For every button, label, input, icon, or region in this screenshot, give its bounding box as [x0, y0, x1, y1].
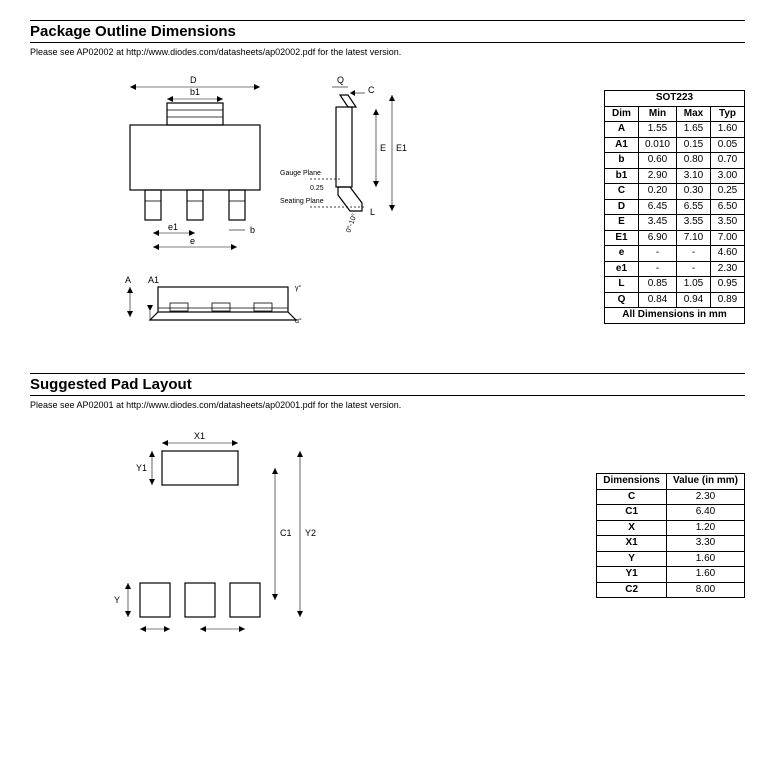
- svg-text:α°: α°: [295, 317, 302, 325]
- svg-text:X1: X1: [194, 431, 205, 441]
- table-row: C2.30: [597, 489, 745, 505]
- svg-text:e: e: [190, 236, 195, 246]
- table-row: A1.551.651.60: [604, 122, 744, 138]
- table-row: Y11.60: [597, 567, 745, 583]
- svg-text:0°-10°: 0°-10°: [344, 212, 358, 233]
- svg-text:b1: b1: [190, 87, 200, 97]
- svg-text:Seating Plane: Seating Plane: [280, 198, 324, 205]
- section1-note: Please see AP02002 at http://www.diodes.…: [30, 47, 745, 57]
- svg-text:Gauge Plane: Gauge Plane: [280, 170, 321, 177]
- svg-text:Y: Y: [114, 595, 120, 605]
- table-row: D6.456.556.50: [604, 199, 744, 215]
- table-row: b12.903.103.00: [604, 168, 744, 184]
- table-row: X1.20: [597, 520, 745, 536]
- section2-content: X1 Y1 C1: [30, 418, 745, 633]
- svg-text:E: E: [380, 143, 386, 153]
- pad-colhead: Dimensions Value (in mm): [597, 474, 745, 490]
- sot223-header: SOT223: [604, 91, 744, 107]
- table-row: e--4.60: [604, 246, 744, 262]
- table-row: b0.600.800.70: [604, 153, 744, 169]
- table-row: E16.907.107.00: [604, 230, 744, 246]
- svg-text:A: A: [125, 275, 131, 285]
- svg-text:E1: E1: [396, 143, 407, 153]
- svg-text:Q: Q: [337, 75, 344, 85]
- svg-text:C: C: [368, 85, 375, 95]
- sot223-colhead: Dim Min Max Typ: [604, 106, 744, 122]
- table-row: e1--2.30: [604, 261, 744, 277]
- table-row: A10.0100.150.05: [604, 137, 744, 153]
- pad-table-wrap: Dimensions Value (in mm) C2.30C16.40X1.2…: [596, 473, 745, 598]
- section1-content: D b1: [30, 65, 745, 335]
- svg-text:A1: A1: [148, 275, 159, 285]
- svg-text:D: D: [190, 75, 197, 85]
- table-row: C0.200.300.25: [604, 184, 744, 200]
- table-row: E3.453.553.50: [604, 215, 744, 231]
- svg-text:Y2: Y2: [305, 528, 316, 538]
- table-row: Y1.60: [597, 551, 745, 567]
- table-row: C16.40: [597, 505, 745, 521]
- table-row: Q0.840.940.89: [604, 292, 744, 308]
- sot223-table: SOT223 Dim Min Max Typ A1.551.651.60A10.…: [604, 90, 745, 324]
- section1-title: Package Outline Dimensions: [30, 20, 745, 43]
- svg-text:C1: C1: [280, 528, 292, 538]
- svg-text:Y1: Y1: [136, 463, 147, 473]
- sot223-table-wrap: SOT223 Dim Min Max Typ A1.551.651.60A10.…: [604, 90, 745, 324]
- pad-diagram: X1 Y1 C1: [30, 418, 546, 633]
- pad-table: Dimensions Value (in mm) C2.30C16.40X1.2…: [596, 473, 745, 598]
- svg-text:γ°: γ°: [295, 284, 302, 292]
- table-row: L0.851.050.95: [604, 277, 744, 293]
- sot223-footer: All Dimensions in mm: [604, 308, 744, 324]
- section2-title: Suggested Pad Layout: [30, 373, 745, 396]
- svg-text:L: L: [370, 207, 375, 217]
- svg-text:b: b: [250, 225, 255, 235]
- package-outline-section: Package Outline Dimensions Please see AP…: [30, 20, 745, 335]
- table-row: X13.30: [597, 536, 745, 552]
- svg-text:e1: e1: [168, 222, 178, 232]
- package-diagram: D b1: [30, 65, 594, 335]
- table-row: C28.00: [597, 582, 745, 598]
- section2-note: Please see AP02001 at http://www.diodes.…: [30, 400, 745, 410]
- pad-layout-section: Suggested Pad Layout Please see AP02001 …: [30, 373, 745, 633]
- svg-text:0.25: 0.25: [310, 185, 324, 192]
